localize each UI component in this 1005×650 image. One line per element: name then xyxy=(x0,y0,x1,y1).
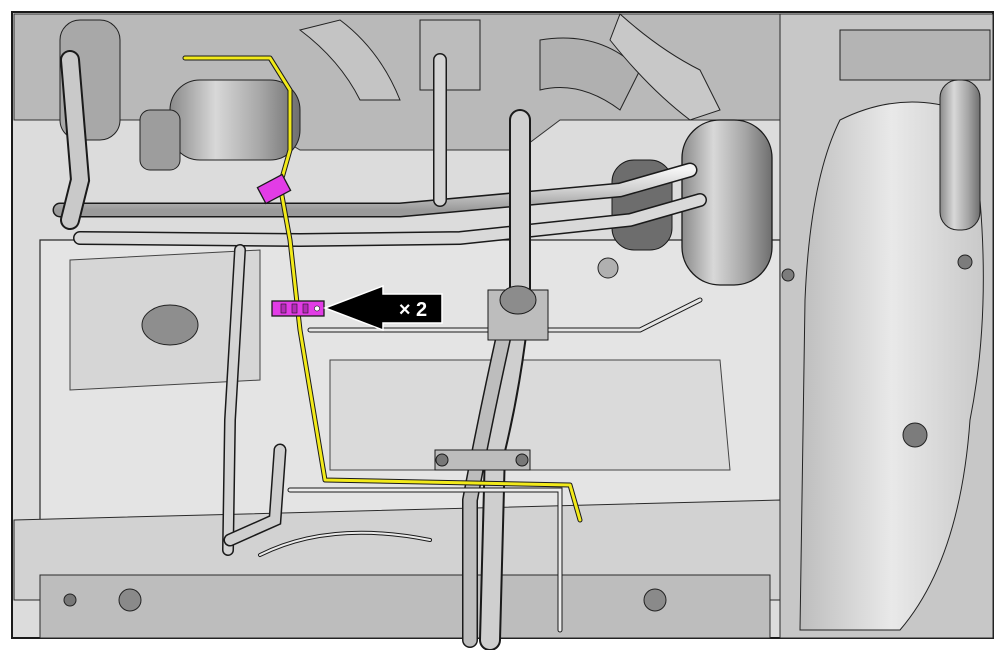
harness-clip-upper xyxy=(256,173,292,205)
highlighted-wire-harness xyxy=(182,55,583,523)
hose-bracket xyxy=(434,285,549,471)
callout-arrow xyxy=(322,284,443,332)
floor-drain-hole xyxy=(141,304,199,346)
heat-shield xyxy=(779,13,994,639)
receiver-dryer-tank xyxy=(611,119,773,286)
floor-panel xyxy=(39,239,781,521)
callout-quantity-label: × 2 xyxy=(399,299,427,321)
lower-cross-member xyxy=(13,499,781,639)
harness-clip-lower xyxy=(271,300,325,317)
upper-engine-components xyxy=(13,13,781,171)
